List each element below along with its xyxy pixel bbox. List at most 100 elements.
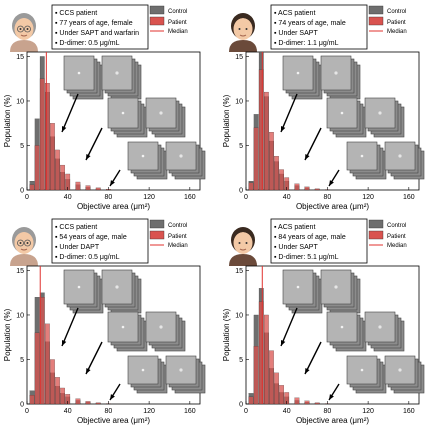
cell-shape bbox=[334, 285, 338, 289]
x-tick-label: 80 bbox=[324, 408, 332, 415]
x-tick-label: 80 bbox=[105, 194, 113, 201]
y-axis-label: Population (%) bbox=[3, 308, 12, 361]
image-stack bbox=[282, 55, 361, 100]
face-shape bbox=[14, 232, 34, 254]
bar-patient bbox=[264, 314, 269, 405]
y-axis-label: Population (%) bbox=[3, 94, 12, 147]
glasses-shape bbox=[17, 25, 24, 33]
cell-shape bbox=[296, 285, 300, 289]
bar-patient bbox=[75, 398, 81, 405]
bar-patient bbox=[45, 83, 50, 191]
x-tick-label: 160 bbox=[184, 194, 196, 201]
bar-patient bbox=[60, 387, 65, 405]
info-line: ▪ D-dimer: 0.5 μg/mL bbox=[55, 40, 120, 47]
bar-patient bbox=[34, 332, 40, 405]
cell-shape bbox=[334, 71, 338, 75]
arrow-head bbox=[329, 180, 334, 186]
arrow-head bbox=[86, 368, 91, 374]
arrow-head bbox=[329, 394, 334, 400]
bar-patient bbox=[274, 156, 279, 191]
legend-label-patient: Patient bbox=[387, 20, 406, 26]
y-tick-label: 0 bbox=[20, 188, 24, 195]
x-tick-label: 0 bbox=[244, 408, 248, 415]
y-tick-label: 15 bbox=[16, 268, 24, 275]
cell-shape bbox=[121, 325, 125, 329]
arrow-shaft bbox=[85, 127, 103, 161]
y-tick-label: 0 bbox=[239, 188, 243, 195]
man-icon bbox=[229, 40, 257, 52]
bar-patient bbox=[55, 149, 60, 191]
bar-patient bbox=[314, 188, 320, 191]
legend-label-control: Control bbox=[387, 9, 406, 15]
y-tick-label: 5 bbox=[20, 143, 24, 150]
cell-shape bbox=[141, 368, 145, 372]
x-tick-label: 0 bbox=[244, 194, 248, 201]
eye-shape bbox=[26, 28, 29, 30]
info-line: ▪ D-dimer: 5.1 μg/mL bbox=[274, 254, 339, 261]
hair-top-shape bbox=[233, 13, 253, 24]
info-line: ▪ 77 years of age, female bbox=[55, 20, 133, 27]
cell-shape bbox=[398, 368, 402, 372]
y-tick-label: 10 bbox=[235, 312, 243, 319]
cell-shape bbox=[121, 111, 125, 115]
legend-label-median: Median bbox=[387, 243, 407, 249]
eye-shape bbox=[26, 242, 29, 244]
info-box bbox=[270, 218, 368, 264]
bar-patient bbox=[274, 372, 279, 405]
x-tick-label: 0 bbox=[25, 408, 29, 415]
arrow-head bbox=[305, 154, 310, 160]
arrow-head bbox=[86, 154, 91, 160]
legend-swatch-control bbox=[149, 5, 165, 15]
cell-shape bbox=[378, 111, 382, 115]
y-axis-label: Population (%) bbox=[222, 94, 231, 147]
image-stack bbox=[63, 269, 142, 314]
legend-swatch-control bbox=[149, 219, 165, 229]
legend-swatch-patient bbox=[368, 16, 384, 26]
legend-label-median: Median bbox=[387, 29, 407, 35]
x-tick-label: 40 bbox=[64, 194, 72, 201]
elderly-woman-icon bbox=[10, 40, 38, 52]
bar-patient bbox=[39, 78, 45, 191]
glasses-shape bbox=[24, 239, 31, 247]
arrow-head bbox=[110, 180, 115, 186]
cell-shape bbox=[77, 71, 81, 75]
info-line: ▪ CCS patient bbox=[55, 224, 97, 231]
x-tick-label: 160 bbox=[403, 194, 415, 201]
arrow-shaft bbox=[280, 93, 298, 133]
elderly-man-icon bbox=[10, 254, 38, 266]
info-line: ▪ ACS patient bbox=[274, 10, 315, 17]
bar-patient bbox=[304, 186, 310, 191]
plot-frame bbox=[245, 51, 420, 191]
info-line: ▪ Under DAPT bbox=[55, 244, 100, 251]
y-tick-label: 15 bbox=[235, 54, 243, 61]
info-box bbox=[270, 4, 368, 50]
man-icon bbox=[229, 254, 257, 266]
bar-patient bbox=[85, 401, 91, 405]
eye-shape bbox=[19, 242, 22, 244]
info-line: ▪ 74 years of age, male bbox=[274, 20, 346, 27]
x-tick-label: 160 bbox=[184, 408, 196, 415]
y-tick-label: 10 bbox=[16, 312, 24, 319]
eye-shape bbox=[19, 28, 22, 30]
bar-patient bbox=[85, 185, 91, 191]
image-frame bbox=[346, 355, 378, 385]
arrow-shaft bbox=[61, 307, 79, 347]
bar-patient bbox=[248, 396, 254, 405]
bar-patient bbox=[75, 181, 81, 191]
y-tick-label: 15 bbox=[235, 268, 243, 275]
y-tick-label: 5 bbox=[239, 143, 243, 150]
bar-patient bbox=[258, 301, 264, 405]
plot-frame bbox=[26, 265, 201, 405]
cell-shape bbox=[360, 368, 364, 372]
x-tick-label: 40 bbox=[64, 408, 72, 415]
info-line: ▪ D-dimer: 0.5 μg/mL bbox=[55, 254, 120, 261]
x-tick-label: 160 bbox=[403, 408, 415, 415]
legend-swatch-patient bbox=[368, 230, 384, 240]
y-tick-label: 15 bbox=[16, 54, 24, 61]
bar-patient bbox=[269, 350, 274, 405]
image-frame bbox=[165, 355, 197, 385]
legend-label-patient: Patient bbox=[387, 234, 406, 240]
arrow-head bbox=[280, 340, 286, 346]
info-line: ▪ 84 years of age, male bbox=[274, 234, 346, 241]
